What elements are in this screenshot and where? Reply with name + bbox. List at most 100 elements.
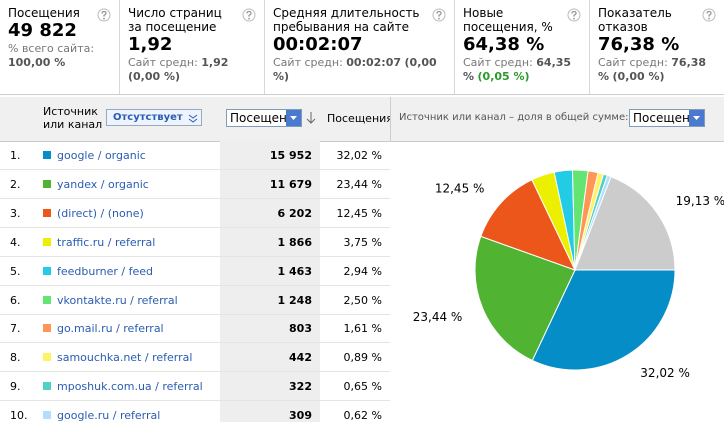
visits-value: 442 <box>289 351 312 365</box>
help-icon[interactable] <box>242 8 256 22</box>
site-value: 00:02:07 <box>346 56 402 69</box>
source-link[interactable]: mposhuk.com.ua / referral <box>57 380 203 394</box>
site-caption: % всего сайта: <box>8 42 95 55</box>
pie-label: 23,44 % <box>413 310 463 324</box>
metric-card: Новые посещения, % 64,38 % Сайт средн: 64,… <box>455 0 590 94</box>
source-link[interactable]: feedburner / feed <box>57 264 154 278</box>
site-caption: Сайт средн: <box>128 56 198 69</box>
filter-button[interactable]: Отсутствует <box>106 109 202 126</box>
site-change: (0,00 %) <box>273 56 437 83</box>
table-row: 2. yandex / organic 11 679 23,44 % <box>0 170 390 199</box>
metric-title: Средняя длительность пребывания на сайте <box>273 6 420 34</box>
filter-icon <box>188 114 197 123</box>
visits-value: 6 202 <box>277 206 312 220</box>
site-caption: Сайт средн: <box>463 56 533 69</box>
share-value: 3,75 % <box>343 235 382 249</box>
source-header: Источник или канал <box>43 105 103 131</box>
metric-title: Показатель отказов <box>598 6 672 34</box>
visits-value: 803 <box>289 322 312 336</box>
visits-value: 11 679 <box>269 177 312 191</box>
source-link[interactable]: yandex / organic <box>57 177 149 191</box>
share-value: 23,44 % <box>336 177 382 191</box>
metric-site-average: Сайт средн: 64,35 % (0,05 %) <box>463 56 581 84</box>
pie-metric-label: Посещен <box>633 111 690 125</box>
site-caption: Сайт средн: <box>273 56 343 69</box>
help-icon[interactable] <box>702 8 716 22</box>
share-value: 32,02 % <box>336 149 382 162</box>
table-row: 10. google.ru / referral 309 0,62 % <box>0 401 390 422</box>
share-value: 0,65 % <box>343 380 382 394</box>
table-row: 4. traffic.ru / referral 1 866 3,75 % <box>0 228 390 257</box>
select-arrow <box>286 110 301 126</box>
help-icon[interactable] <box>567 8 581 22</box>
metric-title: Число страниц за посещение <box>128 6 222 34</box>
source-link[interactable]: (direct) / (none) <box>57 206 144 220</box>
metric-card: Показатель отказов 76,38 % Сайт средн: 76,… <box>590 0 724 94</box>
color-swatch <box>43 237 51 246</box>
table-header: Источник или канал Отсутствует Посещен П… <box>0 97 393 142</box>
site-change: (0,05 %) <box>477 70 530 83</box>
pie-metric-select[interactable]: Посещен <box>629 109 705 127</box>
color-swatch <box>43 179 51 188</box>
table-row: 3. (direct) / (none) 6 202 12,45 % <box>0 199 390 228</box>
pie-title: Источник или канал – доля в общей сумме: <box>399 112 629 123</box>
visits-value: 309 <box>289 409 312 422</box>
visits-value: 1 866 <box>277 235 312 249</box>
share-value: 1,61 % <box>343 322 382 336</box>
source-link[interactable]: vkontakte.ru / referral <box>57 293 178 307</box>
metric-title: Новые посещения, % <box>463 6 553 34</box>
help-icon[interactable] <box>432 8 446 22</box>
pie-label: 32,02 % <box>640 366 690 380</box>
source-link[interactable]: google.ru / referral <box>57 409 161 422</box>
source-link[interactable]: traffic.ru / referral <box>57 235 156 249</box>
site-change: (0,00 %) <box>612 70 665 83</box>
visits-value: 322 <box>289 380 312 394</box>
pie-slice <box>531 269 676 371</box>
metric-value: 64,38 % <box>463 34 545 55</box>
metric-site-average: Сайт средн: 00:02:07 (0,00 %) <box>273 56 446 84</box>
metric-card: Средняя длительность пребывания на сайте… <box>265 0 455 94</box>
pie-slice <box>474 235 576 362</box>
source-link[interactable]: google / organic <box>57 149 146 162</box>
row-index: 8. <box>10 351 21 365</box>
table-row: 9. mposhuk.com.ua / referral 322 0,65 % <box>0 372 390 402</box>
metric-site-average: % всего сайта: 100,00 % <box>8 42 111 70</box>
row-index: 3. <box>10 206 21 220</box>
share-value: 0,62 % <box>343 409 382 422</box>
row-index: 10. <box>10 409 28 422</box>
row-index: 7. <box>10 322 21 336</box>
metric-value: 76,38 % <box>598 34 680 55</box>
metric-value: 00:02:07 <box>273 34 363 55</box>
color-swatch <box>43 382 51 391</box>
pie-slice <box>480 179 576 271</box>
table-row: 1. google / organic 15 952 32,02 % <box>0 141 390 170</box>
metric-card: Посещения 49 822% всего сайта: 100,00 % <box>0 0 120 94</box>
sort-arrow[interactable] <box>306 111 316 125</box>
row-index: 5. <box>10 264 21 278</box>
color-swatch <box>43 353 51 362</box>
table-row: 8. samouchka.net / referral 442 0,89 % <box>0 343 390 373</box>
row-index: 1. <box>10 149 21 162</box>
share-value: 0,89 % <box>343 351 382 365</box>
share-value: 2,50 % <box>343 293 382 307</box>
source-link[interactable]: go.mail.ru / referral <box>57 322 164 336</box>
metric-value: 1,92 <box>128 34 173 55</box>
metric-site-average: Сайт средн: 76,38 % (0,00 %) <box>598 56 716 84</box>
metric-select[interactable]: Посещен <box>226 109 302 127</box>
site-value: 1,92 <box>201 56 229 69</box>
site-caption: Сайт средн: <box>598 56 668 69</box>
row-index: 6. <box>10 293 21 307</box>
metric-value: 49 822 <box>8 20 77 41</box>
site-value: 64,35 % <box>463 56 572 83</box>
help-icon[interactable] <box>97 8 111 22</box>
select-arrow <box>689 110 704 126</box>
color-swatch <box>43 324 51 333</box>
source-link[interactable]: samouchka.net / referral <box>57 351 193 365</box>
visits-value: 15 952 <box>269 149 312 162</box>
share-value: 12,45 % <box>336 206 382 220</box>
divider <box>0 94 724 95</box>
row-index: 4. <box>10 235 21 249</box>
pie-header: Источник или канал – доля в общей сумме:… <box>390 97 724 142</box>
site-value: 76,38 % <box>598 56 707 83</box>
